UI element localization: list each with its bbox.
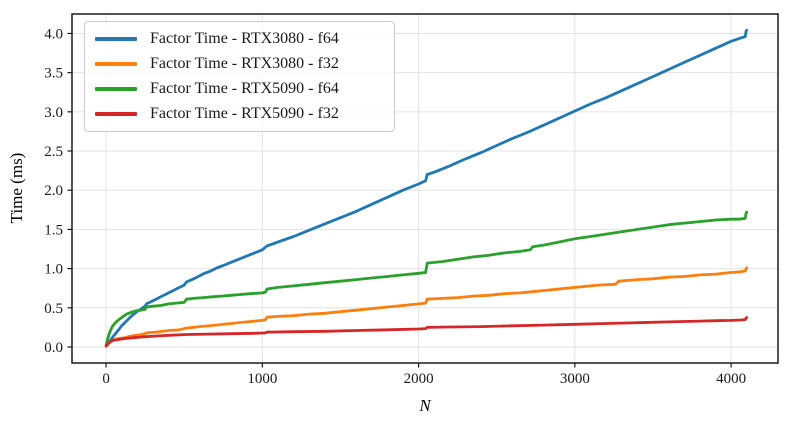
legend-entry-label: Factor Time - RTX3080 - f64 (150, 29, 339, 47)
y-tick-label: 2.0 (44, 183, 63, 199)
x-tick-label: 2000 (404, 371, 434, 387)
y-tick-label: 1.5 (44, 222, 63, 238)
legend-entry: Factor Time - RTX3080 - f64 (95, 26, 384, 51)
x-tick-label: 0 (102, 371, 110, 387)
series-line-1 (104, 266, 749, 348)
x-tick-label: 3000 (560, 371, 590, 387)
legend-entry-label: Factor Time - RTX5090 - f64 (150, 80, 339, 98)
y-tick-label: 0.0 (44, 340, 63, 356)
legend-entry: Factor Time - RTX5090 - f32 (95, 102, 384, 127)
y-tick-label: 4.0 (44, 26, 63, 42)
tick-labels: 0 1000 2000 3000 4000 0.0 0.5 1.0 1.5 2.0 2.5 3.0 3.… (44, 26, 746, 387)
axes-spines (71, 13, 779, 364)
y-tick-label: 1.0 (44, 262, 63, 278)
legend-line-swatch (95, 61, 137, 66)
legend-entry: Factor Time - RTX3080 - f32 (95, 51, 384, 76)
x-tick-label: 4000 (716, 371, 746, 387)
legend: Factor Time - RTX3080 - f64 Factor Time -… (84, 21, 395, 132)
y-axis-label: Time (ms) (7, 153, 26, 224)
legend-entry-label: Factor Time - RTX5090 - f32 (150, 105, 339, 123)
series-line-3 (104, 316, 749, 348)
series-lines (104, 28, 749, 348)
legend-line-swatch (95, 112, 137, 117)
x-tick-label: 1000 (247, 371, 277, 387)
legend-line-swatch (95, 36, 137, 41)
y-tick-label: 0.5 (44, 301, 63, 317)
y-tick-label: 3.5 (44, 66, 63, 82)
x-axis-label: N (418, 396, 432, 415)
y-tick-label: 2.5 (44, 144, 63, 160)
tick-marks (67, 32, 732, 368)
series-line-0 (104, 28, 749, 347)
series-line-2 (104, 210, 749, 347)
y-tick-label: 3.0 (44, 105, 63, 121)
legend-entry-label: Factor Time - RTX3080 - f32 (150, 54, 339, 72)
legend-line-swatch (95, 87, 137, 92)
legend-entry: Factor Time - RTX5090 - f64 (95, 77, 384, 102)
